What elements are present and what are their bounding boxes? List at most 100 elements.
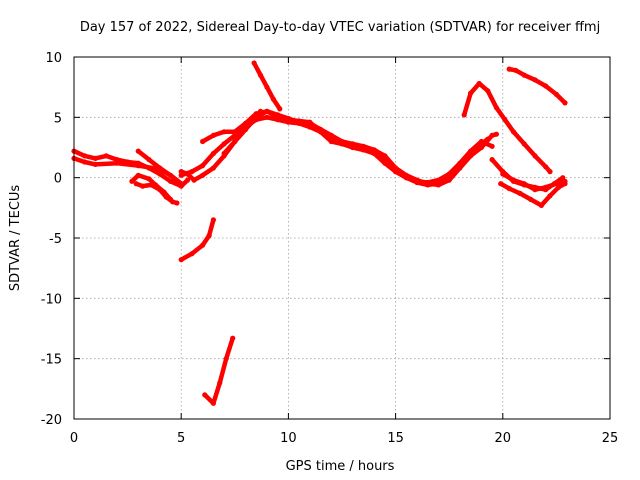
data-point [307, 120, 313, 126]
data-point [257, 72, 264, 78]
y-tick-label: 0 [54, 172, 62, 187]
data-point [92, 155, 98, 161]
data-point [210, 132, 216, 138]
data-point [189, 169, 195, 175]
data-point [506, 185, 512, 192]
data-point [485, 88, 491, 94]
data-point [253, 114, 259, 120]
y-axis-label: SDTVAR / TECUs [8, 185, 23, 292]
data-point [178, 181, 184, 187]
data-point [532, 77, 538, 83]
data-point [277, 106, 283, 112]
x-tick-label: 15 [387, 431, 404, 446]
x-axis-label: GPS time / hours [286, 459, 395, 474]
data-point [502, 117, 508, 123]
data-point [146, 157, 152, 163]
data-point [230, 335, 236, 341]
y-tick-label: 10 [45, 51, 62, 66]
series-line-trace-11 [178, 217, 216, 262]
data-point [521, 182, 527, 188]
data-point [339, 138, 345, 145]
data-point [500, 169, 506, 175]
data-point [178, 172, 184, 178]
data-point [532, 184, 538, 190]
data-point [178, 257, 184, 263]
data-point [318, 126, 324, 132]
chart-title: Day 157 of 2022, Sidereal Day-to-day VTE… [80, 20, 600, 35]
data-point [251, 60, 257, 66]
data-point [493, 105, 499, 111]
data-point [425, 181, 431, 187]
data-point [82, 153, 88, 159]
data-point [560, 175, 566, 181]
data-point [562, 100, 568, 106]
data-point [538, 202, 545, 208]
data-point [543, 164, 549, 170]
data-point [242, 126, 249, 132]
x-tick-label: 20 [495, 431, 512, 446]
data-point [468, 90, 474, 96]
data-point [210, 165, 216, 171]
data-point [200, 242, 206, 248]
data-point [489, 157, 495, 163]
data-point [200, 163, 206, 169]
y-tick-label: -15 [41, 353, 62, 368]
data-point [498, 181, 504, 187]
data-point [217, 380, 223, 386]
data-point [457, 165, 463, 171]
data-point [92, 161, 98, 167]
data-point [435, 182, 442, 188]
x-tick-label: 10 [280, 431, 297, 446]
data-point [517, 190, 523, 196]
data-point [221, 150, 227, 157]
data-point [210, 150, 216, 157]
x-tick-label: 25 [602, 431, 619, 446]
data-point [360, 143, 366, 149]
data-point [174, 200, 180, 206]
data-point [521, 141, 527, 147]
y-tick-labels: -20 -15 -10 -5 0 5 10 [41, 51, 62, 428]
data-point [133, 181, 139, 187]
data-point [148, 182, 154, 188]
data-point [510, 129, 517, 135]
x-tick-label: 5 [177, 431, 185, 446]
data-point [129, 178, 135, 184]
series-line-trace-12 [202, 335, 235, 406]
data-point [547, 169, 553, 175]
data-point [543, 187, 549, 193]
data-point [532, 153, 538, 159]
data-point [328, 138, 334, 145]
data-point [223, 356, 229, 362]
data-point [493, 131, 499, 137]
data-point [114, 157, 120, 163]
y-tick-label: 5 [54, 111, 62, 126]
data-point [528, 196, 534, 202]
data-point [489, 143, 495, 149]
data-point [167, 178, 174, 184]
data-point [264, 108, 270, 114]
plot-frame [73, 56, 611, 420]
x-tick-labels: 0 5 10 15 20 25 [70, 431, 618, 446]
data-point [200, 138, 206, 145]
data-point [296, 119, 302, 125]
data-point [264, 84, 270, 90]
data-point [157, 165, 163, 171]
data-point [476, 80, 482, 87]
y-tick-label: -5 [49, 232, 62, 247]
series-line-trace-14 [506, 66, 568, 106]
data-point [553, 91, 560, 97]
data-point [135, 148, 141, 154]
data-point [103, 153, 109, 159]
data-point [185, 177, 191, 183]
data-point [167, 172, 174, 178]
data-point [521, 72, 527, 78]
data-point [232, 138, 238, 145]
data-point [232, 129, 238, 135]
data-point [350, 141, 356, 147]
data-point [163, 194, 169, 200]
data-point [547, 193, 553, 199]
data-point [461, 112, 467, 118]
data-point [135, 172, 141, 178]
data-point [114, 160, 120, 166]
